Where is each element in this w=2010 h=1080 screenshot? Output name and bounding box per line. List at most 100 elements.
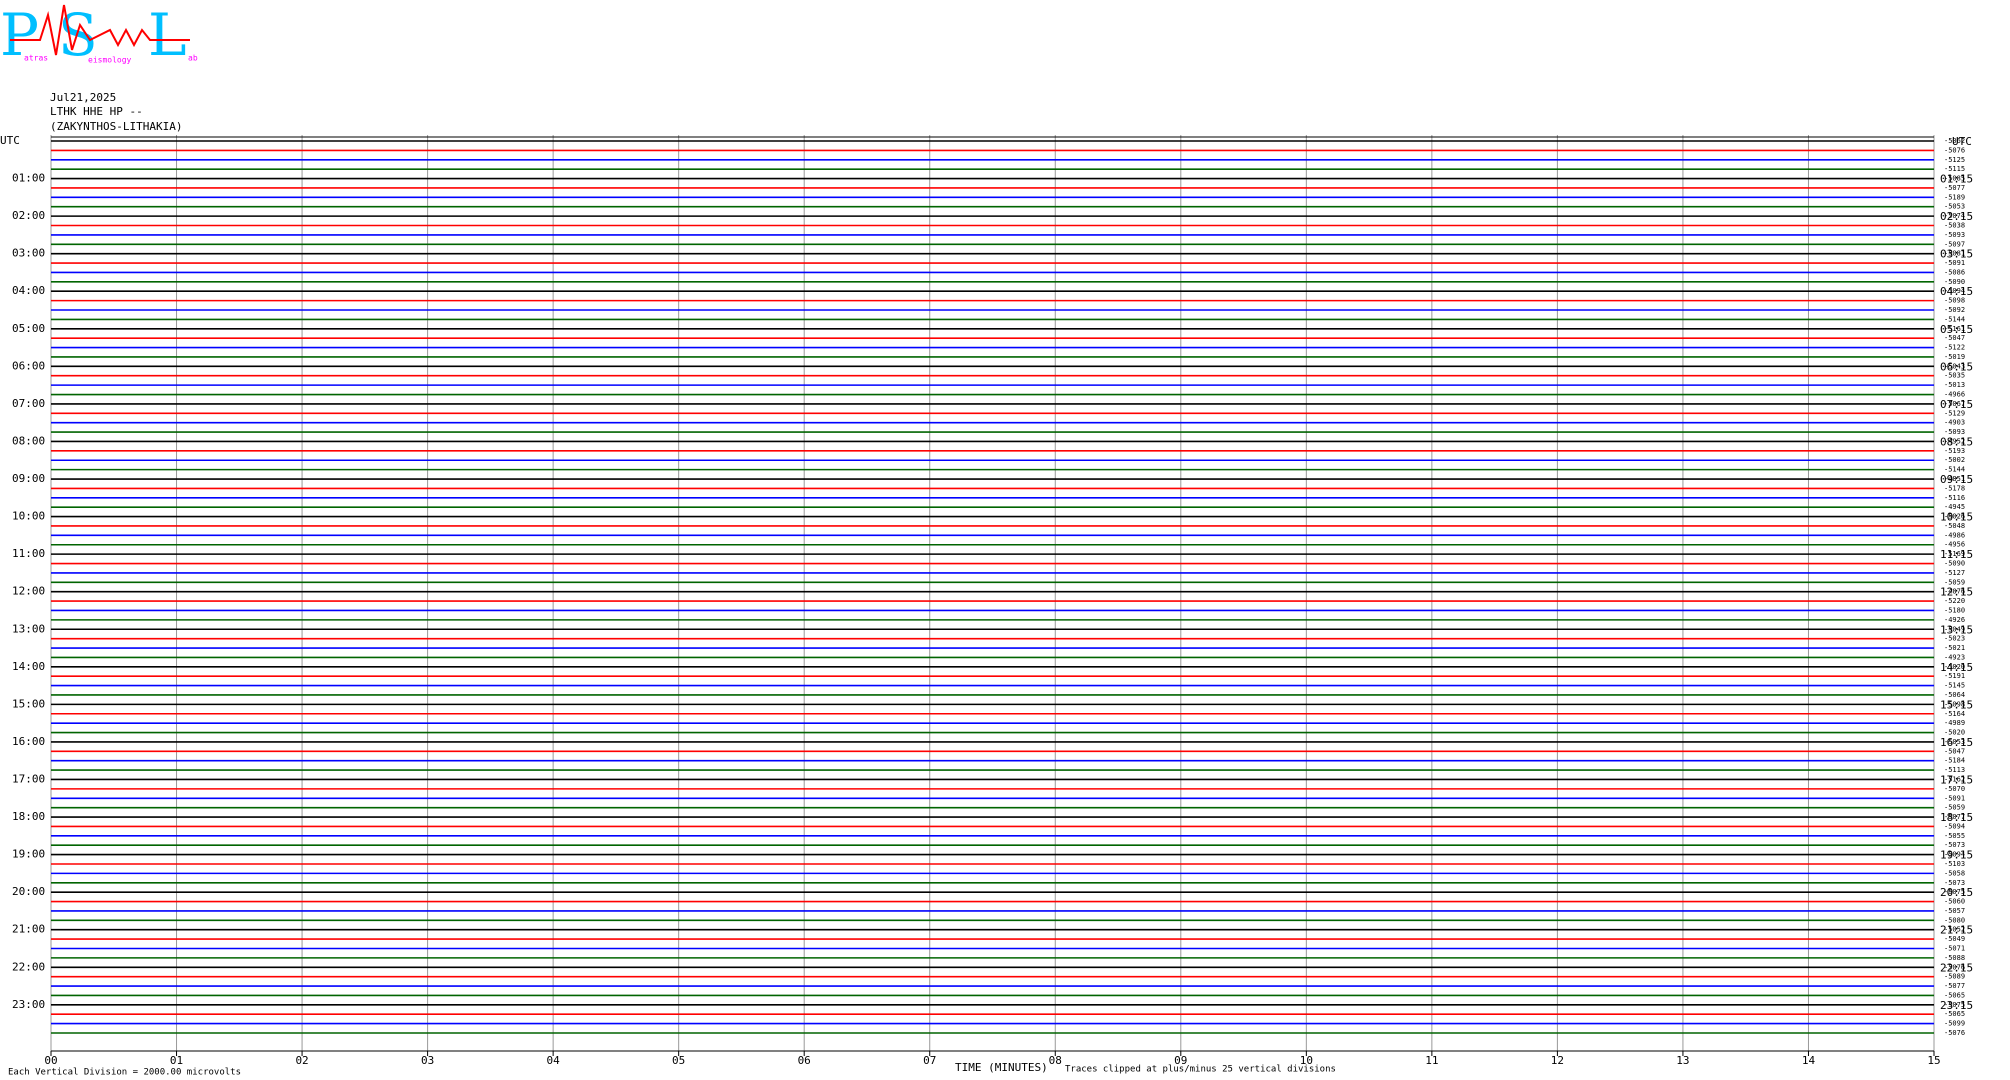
trace-offset-label: -5090 bbox=[1944, 560, 1965, 568]
trace-offset-label: -5144 bbox=[1944, 315, 1965, 323]
trace-offset-label: -4989 bbox=[1944, 719, 1965, 727]
trace-offset-label: -5189 bbox=[1944, 193, 1965, 201]
trace-offset-label: -5058 bbox=[1944, 869, 1965, 877]
hour-label-left: 11:00 bbox=[12, 547, 45, 560]
hour-label-left: 12:00 bbox=[12, 585, 45, 598]
logo-wave bbox=[10, 4, 190, 56]
hour-label-right: 14:15 bbox=[1940, 661, 1973, 674]
hour-label-left: 02:00 bbox=[12, 209, 45, 222]
hour-label-right: 05:15 bbox=[1940, 323, 1973, 336]
trace-offset-label: -5020 bbox=[1944, 729, 1965, 737]
trace-offset-label: -5089 bbox=[1944, 973, 1965, 981]
trace-offset-label: -5113 bbox=[1944, 766, 1965, 774]
hour-label-left: 03:00 bbox=[12, 247, 45, 260]
trace-offset-label: -5094 bbox=[1944, 287, 1965, 295]
hour-label-right: 03:15 bbox=[1940, 248, 1973, 261]
trace-offset-label: -5013 bbox=[1944, 381, 1965, 389]
hour-label-right: 11:15 bbox=[1940, 548, 1973, 561]
x-tick-label: 06 bbox=[798, 1054, 811, 1067]
trace-offset-label: -4851 bbox=[1944, 475, 1965, 483]
hour-label-left: 18:00 bbox=[12, 810, 45, 823]
x-tick-label: 02 bbox=[295, 1054, 308, 1067]
trace-offset-label: -5098 bbox=[1944, 700, 1965, 708]
note-left: Each Vertical Division = 2000.00 microvo… bbox=[8, 1068, 241, 1078]
trace-offset-label: -5169 bbox=[1944, 550, 1965, 558]
trace-offset-label: -5076 bbox=[1944, 963, 1965, 971]
hour-label-left: UTC bbox=[0, 134, 20, 147]
trace-offset-label: -5144 bbox=[1944, 466, 1965, 474]
x-axis-label: TIME (MINUTES) bbox=[955, 1061, 1048, 1074]
logo-word: ab bbox=[188, 54, 198, 63]
x-tick-label: 07 bbox=[923, 1054, 936, 1067]
x-tick-label: 01 bbox=[170, 1054, 183, 1067]
logo-word: atras bbox=[24, 54, 48, 63]
hour-label-left: 20:00 bbox=[12, 885, 45, 898]
hour-label-right: 15:15 bbox=[1940, 698, 1973, 711]
trace-offset-label: -5098 bbox=[1944, 297, 1965, 305]
trace-offset-label: -4956 bbox=[1944, 541, 1965, 549]
trace-offset-label: -5161 bbox=[1944, 325, 1965, 333]
trace-offset-label: -5047 bbox=[1944, 334, 1965, 342]
trace-offset-label: -5122 bbox=[1944, 344, 1965, 352]
hour-label-right: 16:15 bbox=[1940, 736, 1973, 749]
hour-label-left: 01:00 bbox=[12, 172, 45, 185]
hour-label-right: 19:15 bbox=[1940, 849, 1973, 862]
trace-offset-label: -5077 bbox=[1944, 184, 1965, 192]
trace-offset-label: -5060 bbox=[1944, 898, 1965, 906]
trace-offset-label: -5129 bbox=[1944, 409, 1965, 417]
trace-offset-label: -5073 bbox=[1944, 879, 1965, 887]
trace-offset-label: -5093 bbox=[1944, 428, 1965, 436]
x-tick-label: 08 bbox=[1049, 1054, 1062, 1067]
x-tick-label: 10 bbox=[1300, 1054, 1313, 1067]
trace-offset-label: -5091 bbox=[1944, 794, 1965, 802]
hour-label-right: 23:15 bbox=[1940, 999, 1973, 1012]
trace-offset-label: -5071 bbox=[1944, 944, 1965, 952]
hour-label-left: 05:00 bbox=[12, 322, 45, 335]
x-tick-label: 15 bbox=[1927, 1054, 1940, 1067]
trace-offset-label: -5055 bbox=[1944, 832, 1965, 840]
station: LTHK HHE HP -- bbox=[50, 105, 143, 118]
trace-offset-label: -5021 bbox=[1944, 644, 1965, 652]
hour-label-right: 10:15 bbox=[1940, 511, 1973, 524]
hour-label-left: 14:00 bbox=[12, 660, 45, 673]
trace-offset-label: -5059 bbox=[1944, 804, 1965, 812]
trace-offset-label: -4945 bbox=[1944, 503, 1965, 511]
trace-offset-label: -5184 bbox=[1944, 757, 1965, 765]
trace-offset-label: -5020 bbox=[1944, 663, 1965, 671]
trace-offset-label: -5075 bbox=[1944, 888, 1965, 896]
x-tick-label: 09 bbox=[1174, 1054, 1187, 1067]
logo-letter: P bbox=[0, 1, 39, 69]
hour-label-left: 23:00 bbox=[12, 998, 45, 1011]
hour-label-right: 12:15 bbox=[1940, 586, 1973, 599]
trace-offset-label: -5091 bbox=[1944, 259, 1965, 267]
hour-label-left: 21:00 bbox=[12, 923, 45, 936]
trace-offset-label: -5191 bbox=[1944, 672, 1965, 680]
trace-offset-label: -5038 bbox=[1944, 222, 1965, 230]
trace-offset-label: -5059 bbox=[1944, 578, 1965, 586]
logo: P S L atras eismology ab bbox=[0, 1, 198, 69]
trace-offset-label: -5220 bbox=[1944, 597, 1965, 605]
trace-offset-label: -5049 bbox=[1944, 935, 1965, 943]
hour-label-right: 01:15 bbox=[1940, 173, 1973, 186]
trace-offset-label: -5067 bbox=[1944, 400, 1965, 408]
trace-offset-label: -5127 bbox=[1944, 569, 1965, 577]
hour-label-right: 13:15 bbox=[1940, 623, 1973, 636]
x-tick-label: 12 bbox=[1551, 1054, 1564, 1067]
trace-offset-label: -5048 bbox=[1944, 522, 1965, 530]
note-right: Traces clipped at plus/minus 25 vertical… bbox=[1065, 1065, 1336, 1075]
trace-offset-label: -5094 bbox=[1944, 851, 1965, 859]
trace-offset-label: -5074 bbox=[1944, 212, 1965, 220]
trace-offset-label: -5043 bbox=[1944, 362, 1965, 370]
hour-label-right: 08:15 bbox=[1940, 435, 1973, 448]
hour-label-right: 04:15 bbox=[1940, 285, 1973, 298]
trace-offset-label: -5125 bbox=[1944, 156, 1965, 164]
hour-label-right: 22:15 bbox=[1940, 961, 1973, 974]
hour-label-right: 09:15 bbox=[1940, 473, 1973, 486]
trace-offset-label: -5053 bbox=[1944, 203, 1965, 211]
trace-offset-label: -5075 bbox=[1944, 1001, 1965, 1009]
trace-offset-label: -4966 bbox=[1944, 391, 1965, 399]
hour-label-left: 06:00 bbox=[12, 359, 45, 372]
hour-label-right: 20:15 bbox=[1940, 886, 1973, 899]
